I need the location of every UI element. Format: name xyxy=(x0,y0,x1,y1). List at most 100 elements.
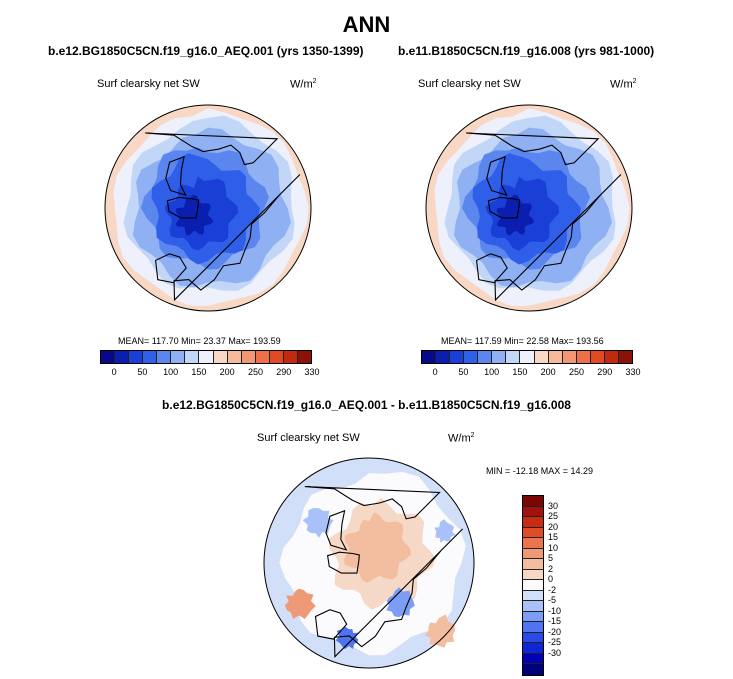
panel-1-polar-map xyxy=(104,104,312,312)
panel-2-colorbar: 0 50 100 150 200 250 290 330 xyxy=(421,350,641,381)
panel-2-colorbar-swatch xyxy=(492,351,507,363)
difference-units: W/m2 xyxy=(448,432,475,445)
panel-1-map-boundary xyxy=(104,104,312,312)
difference-colorbar-swatch xyxy=(523,590,543,601)
panel-1-colorbar-swatch xyxy=(283,351,298,363)
panel-1-units: W/m2 xyxy=(290,78,317,91)
difference-colorbar-tick-label: 25 xyxy=(548,511,559,521)
difference-colorbar-tick-label: -25 xyxy=(548,637,562,647)
panel-2-colorbar-swatch xyxy=(590,351,605,363)
difference-colorbar-swatch xyxy=(523,496,543,507)
panel-1-colorbar-swatch xyxy=(199,351,214,363)
panel-2-colorbar-swatch xyxy=(604,351,619,363)
greenland-coastline xyxy=(166,196,200,219)
panel-2-colorbar-swatch xyxy=(534,351,549,363)
difference-colorbar-swatch xyxy=(523,580,543,591)
difference-colorbar-swatch xyxy=(523,559,543,570)
panel-2-colorbar-tick-label: 50 xyxy=(458,367,469,377)
difference-title: b.e12.BG1850C5CN.f19_g16.0_AEQ.001 - b.e… xyxy=(162,398,571,412)
panel-2-units: W/m2 xyxy=(610,78,637,91)
difference-colorbar-swatch xyxy=(523,632,543,643)
difference-map-level-band xyxy=(343,512,411,583)
panel-2-colorbar-swatch xyxy=(562,351,577,363)
panel-1-colorbar-swatch xyxy=(269,351,284,363)
panel-2-colorbar-swatch xyxy=(464,351,479,363)
panel-2-colorbar-tick-label: 200 xyxy=(540,367,556,377)
panel-1-colorbar-swatch xyxy=(297,351,311,363)
panel-2-variable-label: Surf clearsky net SW xyxy=(418,78,521,90)
panel-1-colorbar-swatch xyxy=(255,351,270,363)
difference-colorbar-tick-label: -2 xyxy=(548,584,557,595)
difference-colorbar-tick-label: -20 xyxy=(548,626,562,637)
panel-1-colorbar-swatch xyxy=(213,351,228,363)
difference-colorbar-swatch xyxy=(523,506,543,517)
difference-colorbar-tick-label: 5 xyxy=(548,553,554,563)
canadian-archipelago-coastline xyxy=(486,155,508,196)
panel-1-colorbar-tick-label: 150 xyxy=(191,367,207,377)
panel-2-case-title: b.e11.B1850C5CN.f19_g16.008 (yrs 981-100… xyxy=(398,44,655,58)
panel-1-map-coastlines xyxy=(145,132,301,302)
panel-2-colorbar-swatch xyxy=(422,351,437,363)
greenland-coastline xyxy=(326,551,360,574)
difference-map-level-band xyxy=(386,587,415,618)
panel-2-colorbar-swatch xyxy=(618,351,632,363)
difference-colorbar xyxy=(522,495,544,676)
difference-variable-label: Surf clearsky net SW xyxy=(257,432,360,444)
north-america-coastline xyxy=(466,132,600,166)
panel-2-colorbar-swatch xyxy=(506,351,521,363)
difference-colorbar-swatch xyxy=(523,517,543,528)
main-title: ANN xyxy=(342,12,391,37)
panel-1-colorbar-swatch xyxy=(185,351,200,363)
difference-colorbar-tick-label: -15 xyxy=(548,616,562,626)
north-america-coastline xyxy=(145,132,279,166)
difference-map-level-band xyxy=(302,508,334,538)
north-america-coastline xyxy=(304,486,441,520)
panel-1-colorbar-swatch xyxy=(157,351,172,363)
difference-colorbar-tick-label: 30 xyxy=(548,500,559,511)
panel-2-colorbar-tick-label: 250 xyxy=(568,367,584,377)
panel-2-colorbar-swatch xyxy=(478,351,493,363)
panel-1-colorbar-tick-label: 100 xyxy=(163,367,179,377)
scandinavia-coastline xyxy=(314,609,348,640)
scandinavia-coastline xyxy=(155,253,187,284)
difference-map-level-band xyxy=(434,519,456,543)
difference-colorbar-tick-label: -30 xyxy=(548,647,562,658)
panel-2-colorbar-swatch xyxy=(548,351,563,363)
panel-1-colorbar: 0 50 100 150 200 250 290 330 xyxy=(100,350,320,381)
difference-colorbar-swatch xyxy=(523,611,543,622)
difference-colorbar-swatch xyxy=(523,664,543,675)
panel-2-colorbar-swatch xyxy=(576,351,591,363)
panel-1-colorbar-swatch xyxy=(115,351,130,363)
greenland-coastline xyxy=(487,196,521,219)
panel-1-colorbar-swatch xyxy=(101,351,116,363)
panel-1-map-level-band xyxy=(175,194,214,236)
panel-2-map-level-band xyxy=(496,194,535,236)
difference-colorbar-swatch xyxy=(523,527,543,538)
difference-colorbar-tick-label: 15 xyxy=(548,532,559,542)
panel-2-colorbar-swatch xyxy=(450,351,465,363)
difference-colorbar-swatch xyxy=(523,548,543,559)
panel-1-colorbar-swatch xyxy=(227,351,242,363)
canadian-archipelago-coastline xyxy=(165,155,187,196)
difference-stats: MIN = -12.18 MAX = 14.29 xyxy=(486,466,594,476)
difference-colorbar-swatch xyxy=(523,643,543,654)
difference-map-level-band xyxy=(424,614,456,648)
difference-colorbar-swatch xyxy=(523,569,543,580)
panel-1-variable-label: Surf clearsky net SW xyxy=(97,78,200,90)
panel-1-colorbar-swatch xyxy=(129,351,144,363)
difference-colorbar-tick-label: 0 xyxy=(548,574,554,584)
difference-colorbar-tick-label: 20 xyxy=(548,521,559,532)
panel-1-colorbar-tick-label: 330 xyxy=(304,367,320,377)
difference-colorbar-swatch xyxy=(523,653,543,664)
panel-1-case-title: b.e12.BG1850C5CN.f19_g16.0_AEQ.001 (yrs … xyxy=(48,44,364,58)
panel-2-colorbar-tick-label: 330 xyxy=(625,367,641,377)
panel-2-map-coastlines xyxy=(466,132,622,302)
panel-2-colorbar-tick-label: 100 xyxy=(484,367,500,377)
panel-2-colorbar-swatch xyxy=(436,351,451,363)
panel-2-map-boundary xyxy=(425,104,633,312)
panel-1-colorbar-swatch xyxy=(171,351,186,363)
difference-map-coastlines xyxy=(304,486,464,658)
panel-2-polar-map xyxy=(425,104,633,312)
panel-1-colorbar-tick-label: 290 xyxy=(276,367,292,377)
difference-colorbar-swatch xyxy=(523,622,543,633)
